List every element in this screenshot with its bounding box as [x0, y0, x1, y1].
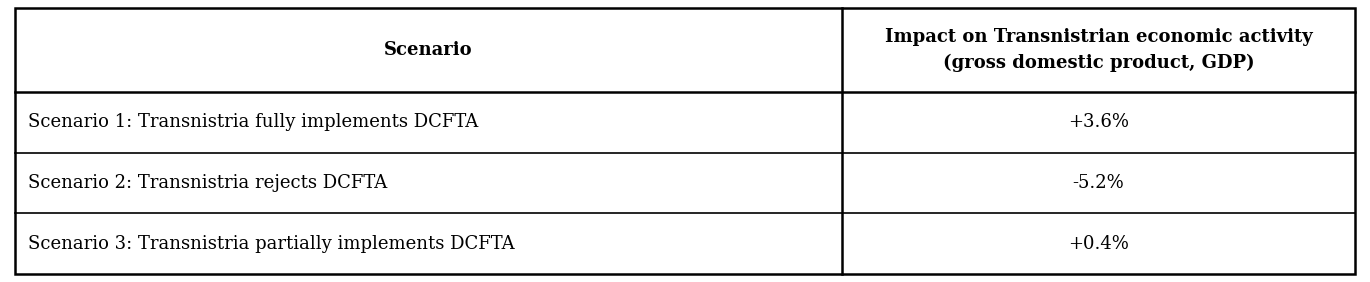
Text: Scenario: Scenario	[384, 41, 473, 59]
Text: +3.6%: +3.6%	[1067, 113, 1129, 131]
Text: -5.2%: -5.2%	[1073, 174, 1125, 192]
Text: +0.4%: +0.4%	[1069, 235, 1129, 253]
Text: Impact on Transnistrian economic activity
(gross domestic product, GDP): Impact on Transnistrian economic activit…	[885, 28, 1312, 72]
Text: Scenario 1: Transnistria fully implements DCFTA: Scenario 1: Transnistria fully implement…	[29, 113, 478, 131]
Text: Scenario 3: Transnistria partially implements DCFTA: Scenario 3: Transnistria partially imple…	[29, 235, 515, 253]
Text: Scenario 2: Transnistria rejects DCFTA: Scenario 2: Transnistria rejects DCFTA	[29, 174, 388, 192]
